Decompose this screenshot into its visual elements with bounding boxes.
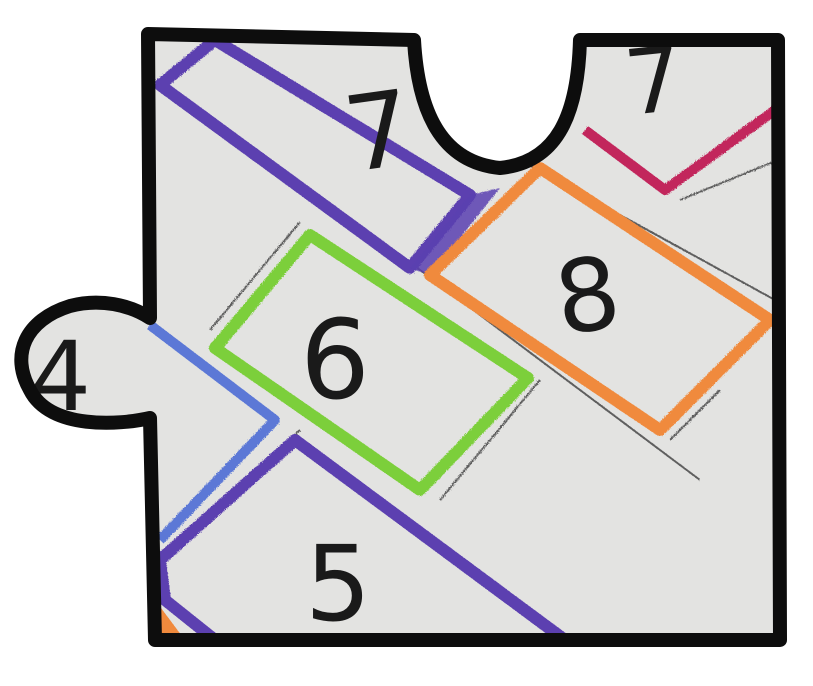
label-5: 5 — [305, 523, 371, 645]
puzzle-piece-outline — [14, 27, 787, 647]
square-7-right — [582, 105, 778, 195]
purple-band — [410, 188, 500, 275]
orange-corner — [155, 600, 185, 640]
square-5 — [154, 434, 571, 640]
square-6 — [209, 229, 534, 496]
square-8 — [424, 162, 776, 436]
label-6: 6 — [300, 296, 370, 424]
square-4 — [146, 321, 280, 544]
